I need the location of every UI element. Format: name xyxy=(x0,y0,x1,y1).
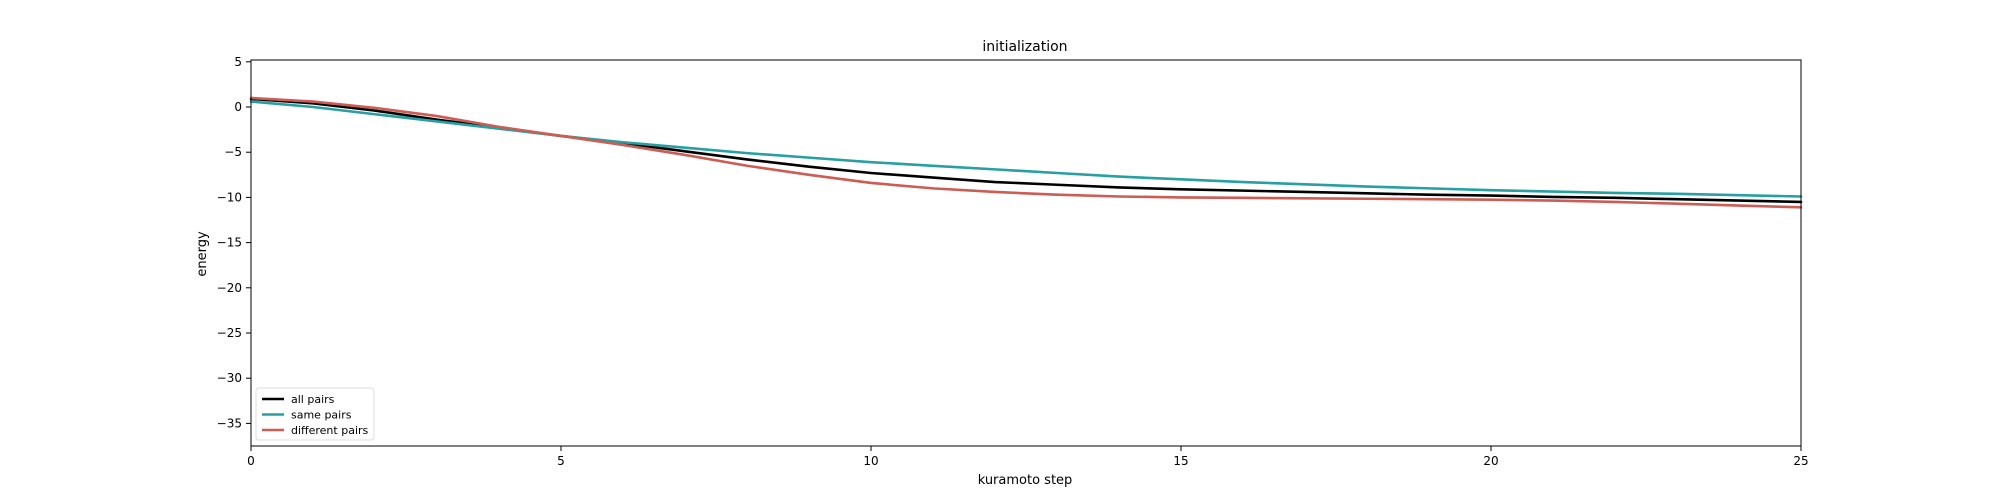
legend-box xyxy=(255,387,375,441)
plot-layer: 0 5 10 15 20 25 5 0 −5 −10 −15 −20 −25 −30 −35 xyxy=(217,55,1809,468)
legend-label: same pairs xyxy=(291,409,352,422)
y-tick-label: −20 xyxy=(217,281,242,295)
chart-title: initialization xyxy=(982,39,1067,55)
x-tick-label: 5 xyxy=(557,454,565,468)
y-tick-label: −25 xyxy=(217,326,242,340)
legend-label: all pairs xyxy=(291,393,335,406)
x-tick-label: 15 xyxy=(1173,454,1188,468)
axes-frame xyxy=(250,59,1802,447)
x-tick-label: 25 xyxy=(1793,454,1808,468)
series-line-different-pairs xyxy=(249,96,1803,209)
y-tick-label: −10 xyxy=(217,190,242,204)
legend: all pairs same pairs different pairs xyxy=(255,387,375,441)
x-tick-label: 0 xyxy=(247,454,255,468)
y-tick-label: −5 xyxy=(224,145,242,159)
y-axis-label: energy xyxy=(195,231,210,277)
x-tick-label: 10 xyxy=(863,454,878,468)
series-line-all-pairs xyxy=(249,97,1803,204)
legend-label: different pairs xyxy=(291,424,369,437)
x-axis-label: kuramoto step xyxy=(978,473,1073,488)
y-tick-label: −30 xyxy=(217,371,242,385)
y-tick-label: 0 xyxy=(234,100,242,114)
y-tick-label: −15 xyxy=(217,236,242,250)
series-line-same-pairs xyxy=(249,100,1803,198)
x-tick-label: 20 xyxy=(1483,454,1498,468)
y-tick-label: 5 xyxy=(234,55,242,69)
y-tick-label: −35 xyxy=(217,416,242,430)
